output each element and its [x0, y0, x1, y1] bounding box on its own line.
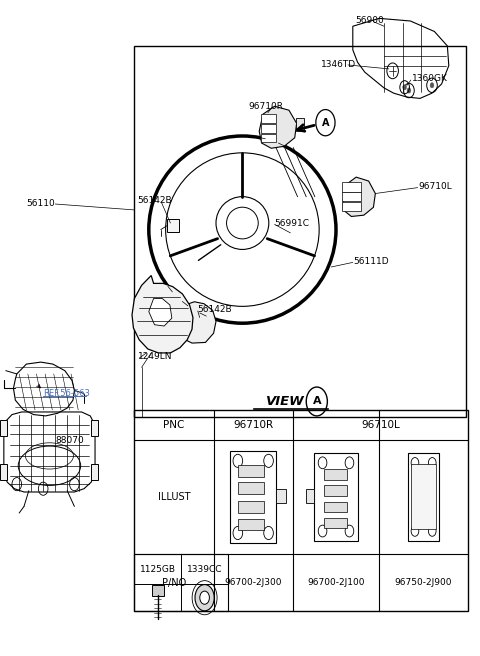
Text: VIEW: VIEW — [266, 395, 305, 408]
Bar — [238, 482, 264, 495]
Polygon shape — [343, 177, 375, 216]
Bar — [306, 489, 314, 504]
Bar — [91, 464, 98, 480]
Text: REF.56-563: REF.56-563 — [43, 389, 90, 398]
Bar — [324, 518, 347, 529]
Text: A: A — [322, 117, 329, 128]
Bar — [408, 453, 439, 541]
Polygon shape — [149, 298, 172, 326]
Text: 96710R: 96710R — [249, 102, 284, 111]
Bar — [324, 470, 347, 480]
Text: 96700-2J300: 96700-2J300 — [225, 579, 282, 587]
Bar — [134, 46, 466, 417]
Bar — [0, 420, 7, 436]
Text: 96700-2J100: 96700-2J100 — [307, 579, 365, 587]
Text: 56111D: 56111D — [354, 257, 389, 266]
Text: 1346TD: 1346TD — [321, 60, 356, 69]
Circle shape — [195, 584, 214, 611]
Bar — [261, 124, 276, 133]
Text: 56991C: 56991C — [275, 218, 310, 228]
Polygon shape — [259, 106, 297, 148]
Bar — [134, 554, 228, 611]
Circle shape — [430, 83, 434, 88]
Text: 56142B: 56142B — [198, 305, 232, 314]
Circle shape — [200, 591, 209, 604]
Text: 96710L: 96710L — [419, 182, 452, 191]
Text: 96710R: 96710R — [233, 420, 273, 430]
Text: PNC: PNC — [163, 420, 185, 430]
Text: 88070: 88070 — [55, 436, 84, 445]
Bar — [0, 464, 7, 480]
Bar — [324, 485, 347, 496]
Bar — [261, 114, 276, 123]
Circle shape — [403, 85, 407, 90]
Bar — [238, 519, 264, 530]
Bar — [276, 489, 286, 504]
Bar — [314, 453, 358, 541]
Bar — [152, 584, 164, 596]
Bar — [167, 219, 179, 232]
Bar — [134, 410, 468, 611]
Text: 1339CC: 1339CC — [187, 565, 222, 573]
Bar — [91, 420, 98, 436]
Text: 56142B: 56142B — [138, 195, 172, 205]
Bar — [230, 451, 276, 543]
Bar — [342, 202, 361, 211]
Circle shape — [407, 88, 411, 93]
Bar — [261, 134, 276, 142]
Text: 1360GK: 1360GK — [412, 74, 448, 83]
Text: 96750-2J900: 96750-2J900 — [395, 579, 452, 587]
Polygon shape — [132, 276, 193, 353]
Bar — [411, 464, 436, 529]
Text: P/NO: P/NO — [162, 578, 186, 588]
Text: ILLUST: ILLUST — [158, 492, 190, 502]
Bar — [296, 118, 304, 131]
Bar — [342, 192, 361, 201]
Text: 56900: 56900 — [355, 16, 384, 26]
Polygon shape — [178, 302, 216, 343]
Text: 56110: 56110 — [26, 199, 55, 208]
Text: A: A — [312, 396, 321, 407]
Text: 1249LN: 1249LN — [138, 352, 172, 361]
Bar — [342, 182, 361, 192]
Bar — [238, 501, 264, 513]
Text: 1125GB: 1125GB — [140, 565, 176, 573]
Bar — [238, 464, 264, 476]
Text: 96710L: 96710L — [361, 420, 400, 430]
Bar — [324, 501, 347, 512]
